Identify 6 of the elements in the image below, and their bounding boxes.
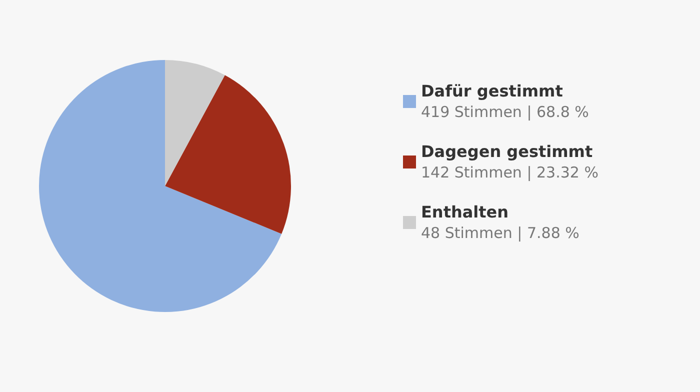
legend-label: Enthalten <box>421 202 509 222</box>
data-label: 142 Stimmen | 23.32 % <box>421 164 598 182</box>
legend-label: Dagegen gestimmt <box>421 142 593 161</box>
data-label: 48 Stimmen | 7.88 % <box>421 224 580 242</box>
data-label: 419 Stimmen | 68.8 % <box>421 103 589 121</box>
legend-label: Dafür gestimmt <box>421 82 564 100</box>
